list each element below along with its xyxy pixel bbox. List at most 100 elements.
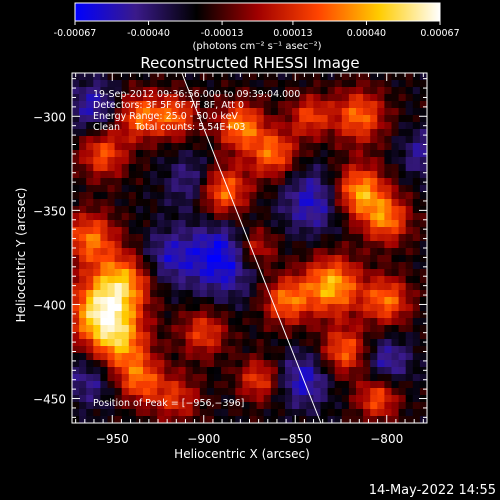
- heatmap-cell: [320, 346, 328, 354]
- heatmap-cell: [299, 129, 307, 137]
- heatmap-cell: [370, 297, 378, 305]
- heatmap-cell: [412, 297, 421, 305]
- heatmap-cell: [221, 87, 229, 95]
- heatmap-cell: [185, 185, 194, 193]
- heatmap-cell: [235, 367, 243, 375]
- heatmap-cell: [320, 206, 328, 214]
- colorbar-tick-label: -0.00040: [127, 28, 170, 39]
- heatmap-cell: [242, 87, 250, 95]
- heatmap-cell: [72, 255, 80, 263]
- heatmap-cell: [363, 192, 371, 200]
- heatmap-cell: [377, 325, 385, 333]
- heatmap-cell: [100, 101, 108, 109]
- heatmap-cell: [249, 185, 257, 193]
- heatmap-cell: [320, 311, 328, 319]
- heatmap-cell: [341, 332, 350, 340]
- heatmap-cell: [86, 283, 94, 291]
- heatmap-cell: [277, 374, 286, 382]
- heatmap-cell: [306, 101, 314, 109]
- heatmap-cell: [419, 311, 428, 319]
- heatmap-cell: [86, 290, 94, 298]
- heatmap-cell: [79, 283, 87, 291]
- heatmap-cell: [150, 136, 158, 144]
- heatmap-cell: [164, 339, 172, 347]
- heatmap-cell: [356, 213, 364, 221]
- heatmap-cell: [192, 353, 201, 361]
- heatmap-cell: [143, 269, 151, 277]
- heatmap-cell: [100, 192, 108, 200]
- heatmap-cell: [235, 122, 243, 130]
- heatmap-cell: [348, 318, 357, 326]
- heatmap-cell: [405, 332, 414, 340]
- heatmap-cell: [299, 290, 307, 298]
- heatmap-cell: [100, 87, 108, 95]
- heatmap-cell: [334, 164, 343, 172]
- heatmap-cell: [171, 73, 179, 81]
- heatmap-cell: [178, 143, 186, 151]
- heatmap-cell: [100, 409, 108, 417]
- heatmap-cell: [299, 318, 307, 326]
- heatmap-cell: [235, 360, 243, 368]
- heatmap-cell: [299, 185, 307, 193]
- heatmap-cell: [256, 262, 265, 270]
- heatmap-cell: [93, 164, 101, 172]
- heatmap-cell: [192, 115, 201, 123]
- heatmap-cell: [285, 143, 293, 151]
- heatmap-cell: [299, 164, 307, 172]
- heatmap-cell: [270, 241, 279, 249]
- heatmap-cell: [412, 101, 421, 109]
- heatmap-cell: [377, 178, 385, 186]
- heatmap-cell: [306, 262, 314, 270]
- heatmap-cell: [171, 157, 179, 165]
- heatmap-cell: [128, 367, 137, 375]
- heatmap-cell: [72, 248, 80, 256]
- heatmap-cell: [157, 234, 165, 242]
- heatmap-cell: [249, 101, 257, 109]
- heatmap-cell: [206, 332, 215, 340]
- heatmap-cell: [270, 227, 279, 235]
- heatmap-cell: [256, 73, 265, 81]
- heatmap-cell: [135, 213, 144, 221]
- heatmap-cell: [405, 318, 414, 326]
- heatmap-cell: [228, 297, 236, 305]
- heatmap-cell: [150, 255, 158, 263]
- heatmap-cell: [249, 115, 257, 123]
- heatmap-cell: [384, 353, 392, 361]
- heatmap-cell: [221, 381, 229, 389]
- heatmap-cell: [206, 80, 215, 88]
- heatmap-cell: [242, 353, 250, 361]
- heatmap-cell: [356, 297, 364, 305]
- heatmap-cell: [313, 150, 321, 158]
- heatmap-cell: [405, 248, 414, 256]
- heatmap-cell: [306, 332, 314, 340]
- heatmap-cell: [341, 346, 350, 354]
- heatmap-cell: [391, 255, 399, 263]
- heatmap-cell: [306, 241, 314, 249]
- heatmap-cell: [405, 143, 414, 151]
- heatmap-cell: [377, 283, 385, 291]
- heatmap-cell: [135, 283, 144, 291]
- heatmap-cell: [377, 136, 385, 144]
- heatmap-cell: [263, 143, 272, 151]
- heatmap-cell: [128, 206, 137, 214]
- heatmap-cell: [178, 234, 186, 242]
- heatmap-cell: [178, 192, 186, 200]
- heatmap-cell: [341, 241, 350, 249]
- heatmap-cell: [320, 80, 328, 88]
- plot-annotations: 19-Sep-2012 09:36:56.000 to 09:39:04.000…: [93, 89, 300, 409]
- heatmap-cell: [334, 262, 343, 270]
- heatmap-cell: [398, 416, 407, 424]
- heatmap-cell: [277, 108, 286, 116]
- heatmap-cell: [121, 157, 130, 165]
- heatmap-cell: [100, 234, 108, 242]
- heatmap-cell: [93, 269, 101, 277]
- heatmap-cell: [72, 318, 80, 326]
- heatmap-cell: [221, 339, 229, 347]
- heatmap-cell: [235, 276, 243, 284]
- heatmap-cell: [384, 332, 392, 340]
- heatmap-cell: [341, 227, 350, 235]
- heatmap-cell: [214, 255, 222, 263]
- heatmap-cell: [150, 157, 158, 165]
- heatmap-cell: [370, 339, 378, 347]
- heatmap-cell: [405, 227, 414, 235]
